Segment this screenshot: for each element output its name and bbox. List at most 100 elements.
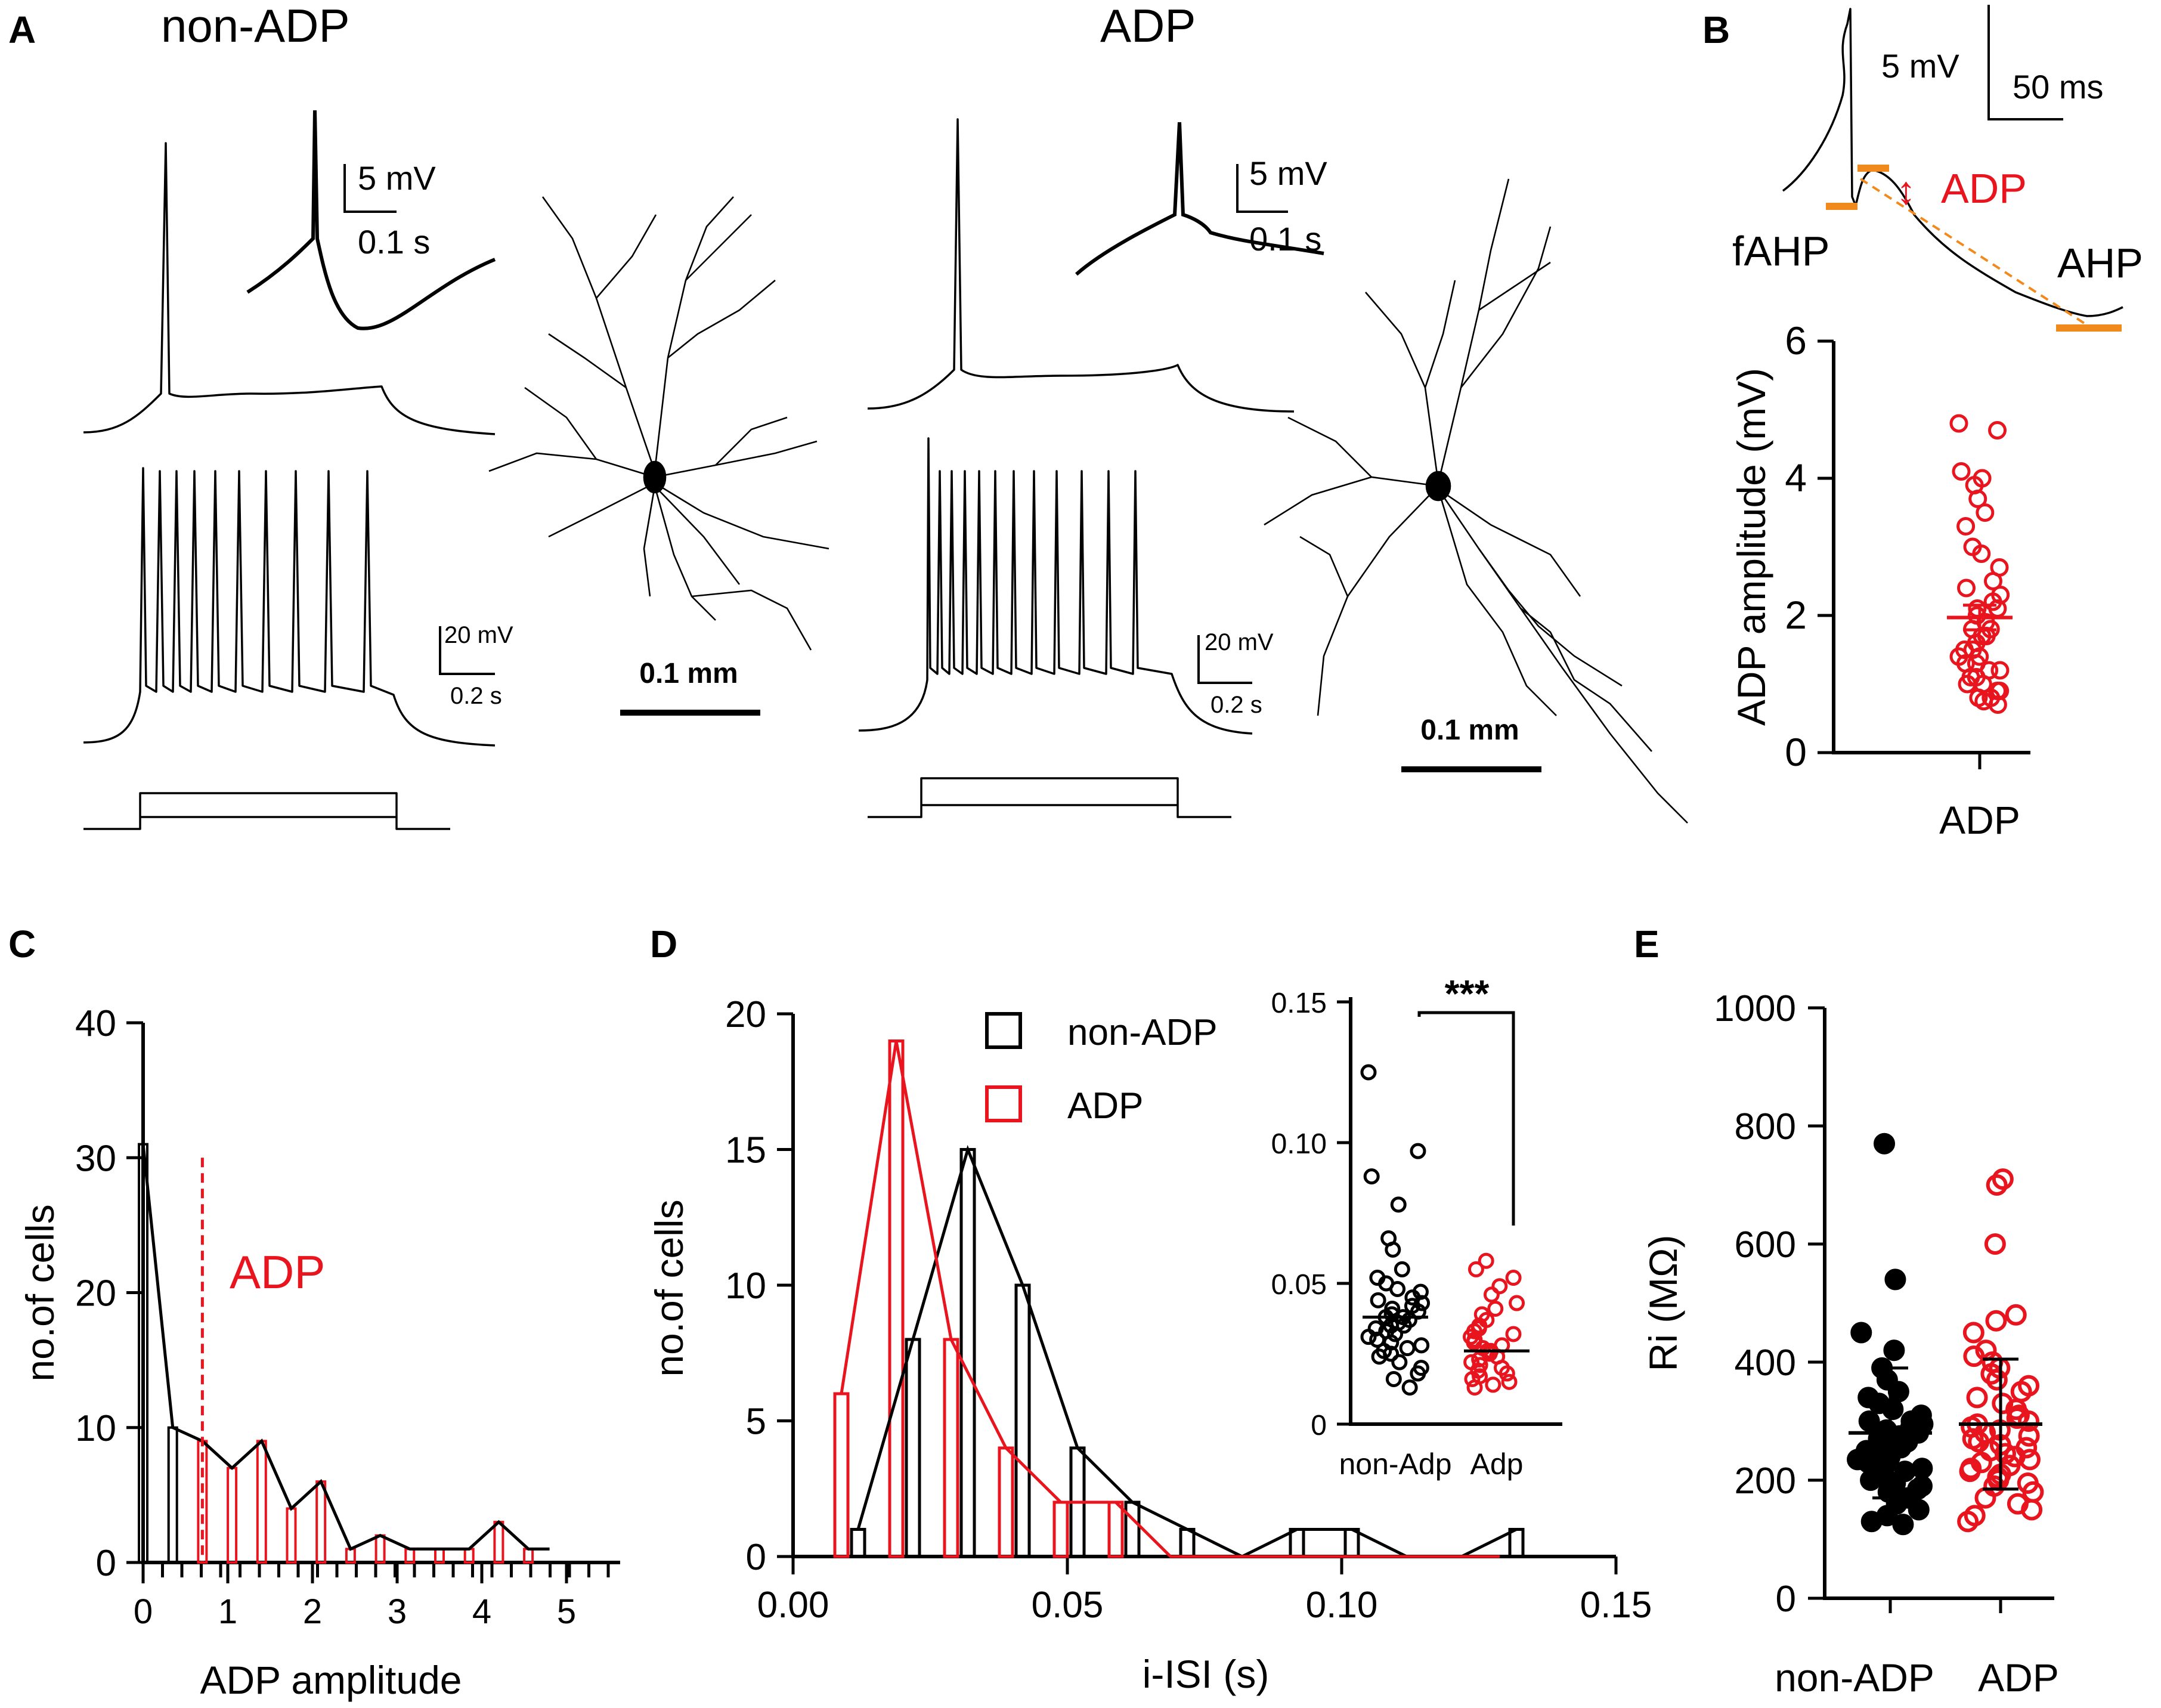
inset-point-adp (1485, 1376, 1501, 1393)
panel-e-point-adp (1966, 1387, 1988, 1409)
panel-d-bar-non-adp (1343, 1528, 1360, 1558)
panel-e-points (1847, 1133, 2044, 1536)
panel-c-x-label: ADP amplitude (200, 1658, 462, 1702)
panel-e-y-ticks: 0 200 400 600 800 1000 (1714, 988, 1825, 1620)
inset-point-non-adp (1390, 1196, 1407, 1213)
panel-d-x-tick-label: 0.15 (1580, 1585, 1652, 1626)
panel-b-points (1949, 414, 2010, 714)
panel-a-title-adp: ADP (1100, 0, 1196, 52)
inset-point-non-adp (1385, 1241, 1401, 1258)
inset-y-ticks: 0 0.05 0.10 0.15 (1271, 988, 1351, 1441)
panel-b-y-tick-label: 4 (1785, 456, 1807, 500)
inset-point-non-adp (1385, 1370, 1402, 1387)
inset-point-adp (1491, 1278, 1508, 1295)
adp-inset-trace (1075, 122, 1324, 276)
panel-e-y-tick-label: 0 (1776, 1579, 1796, 1620)
panel-d-bar-adp (1052, 1500, 1069, 1558)
legend-label-non-adp: non-ADP (1067, 1012, 1218, 1053)
panel-d-letter: D (650, 923, 677, 966)
panel-c-y-tick-label: 10 (75, 1408, 116, 1449)
panel-d-y-tick-label: 10 (725, 1265, 766, 1307)
panel-e-point-adp (1962, 1322, 1984, 1344)
inset-point-non-adp (1414, 1295, 1431, 1311)
adp-dashed-baseline (1859, 178, 2088, 326)
panel-d-y-ticks: 0 5 10 15 20 (725, 994, 793, 1578)
panel-d-y-tick-label: 0 (746, 1537, 766, 1578)
panel-e-point-non-adp (1860, 1469, 1882, 1491)
panel-e-point-adp (2021, 1499, 2043, 1521)
adp-inset-scale-mv: 5 mV (1249, 154, 1327, 192)
panel-c-y-tick-label: 30 (75, 1138, 116, 1179)
panel-e-point-non-adp (1883, 1339, 1905, 1362)
panel-d-bar-adp (833, 1392, 850, 1558)
inset-point-adp (1487, 1300, 1504, 1317)
panel-d-x-label: i-ISI (s) (1143, 1652, 1270, 1696)
panel-b-point (1990, 661, 2010, 680)
panel-b: B 5 mV 50 ms ↕ ADP fAHP AHP 0 2 4 6 ADP ADP… (1702, 5, 2143, 842)
panel-a: A non-ADP ADP 5 mV 0.1 s 20 mV 0.2 s (8, 0, 1688, 830)
adp-step-protocol (868, 777, 1231, 818)
panel-b-scale-mv: 5 mV (1881, 47, 1959, 85)
panel-e-point-non-adp (1860, 1511, 1883, 1533)
panel-c-bar (434, 1548, 445, 1564)
panel-c-adp-annotation: ADP (230, 1246, 325, 1298)
inset-point-adp (1505, 1270, 1522, 1286)
non-adp-inset-trace (246, 110, 496, 330)
inset-point-non-adp (1360, 1064, 1377, 1081)
panel-d-line-adp (840, 1041, 1500, 1558)
inset-y-tick-label: 0 (1311, 1410, 1327, 1441)
panel-d-y-tick-label: 15 (725, 1130, 766, 1171)
inset-point-adp (1505, 1326, 1522, 1342)
panel-d-legend: non-ADP ADP (985, 1012, 1218, 1127)
panel-c: C 0 10 20 30 40 0 1 2 3 4 5 ADP ADP amplitude no.… (8, 923, 620, 1702)
panel-e-point-non-adp (1884, 1268, 1906, 1291)
inset-point-non-adp (1387, 1326, 1404, 1342)
train-scalebar-lines (439, 626, 495, 675)
panel-e-point-non-adp (1874, 1133, 1895, 1155)
inset-point-non-adp (1370, 1292, 1386, 1308)
panel-d-bar-non-adp (1289, 1528, 1305, 1558)
inset-significance-bracket (1417, 1011, 1515, 1226)
panel-e-point-adp (2005, 1304, 2027, 1326)
panel-c-y-tick-label: 40 (75, 1003, 116, 1044)
panel-d-inset-chart: 0 0.05 0.10 0.15 *** non-Adp Adp (1271, 972, 1562, 1481)
inset-point-non-adp (1401, 1379, 1418, 1396)
legend-swatch-non-adp (985, 1012, 1022, 1049)
panel-d-bar-adp (1107, 1500, 1124, 1558)
inset-point-non-adp (1371, 1348, 1388, 1365)
non-adp-morph-scalebar: 0.1 mm (620, 658, 760, 716)
adp-arrow-icon: ↕ (1896, 168, 1916, 212)
panel-e-y-label: Ri (MΩ) (1641, 1235, 1685, 1372)
inset-point-non-adp (1413, 1337, 1430, 1354)
panel-e-y-tick-label: 600 (1735, 1224, 1796, 1265)
panel-e-x-category-adp: ADP (1978, 1656, 2059, 1700)
inset-y-tick-label: 0.10 (1271, 1128, 1327, 1160)
inset-scalebar-lines (343, 164, 397, 213)
inset-scale-mv: 5 mV (358, 159, 436, 197)
inset-point-non-adp (1394, 1261, 1410, 1277)
panel-c-x-tick-label: 5 (557, 1592, 576, 1631)
panel-b-letter: B (1702, 8, 1730, 51)
adp-train-scale-s: 0.2 s (1210, 692, 1262, 718)
inset-point-adp (1483, 1286, 1500, 1303)
panel-c-y-tick-label: 0 (96, 1543, 116, 1584)
adp-train-scalebar: 20 mV 0.2 s (1197, 629, 1274, 718)
inset-x-category-non-adp: non-Adp (1339, 1447, 1451, 1481)
panel-e-point-adp (2018, 1425, 2040, 1447)
panel-c-x-tick-label: 1 (218, 1592, 237, 1631)
inset-significance-stars: *** (1445, 972, 1490, 1015)
panel-e-point-adp (2006, 1407, 2028, 1429)
inset-point-adp (1499, 1365, 1515, 1382)
panel-b-point (1968, 490, 1987, 508)
panel-e-y-tick-label: 400 (1735, 1342, 1796, 1384)
panel-c-x-ticks: 0 1 2 3 4 5 (134, 1562, 610, 1631)
adp-train-scale-mv: 20 mV (1205, 629, 1274, 655)
panel-c-bar (523, 1548, 534, 1564)
train-scale-s: 0.2 s (450, 683, 502, 709)
panel-c-bar (286, 1507, 297, 1564)
panel-e-point-adp (1984, 1233, 2006, 1255)
panel-e-point-adp (1959, 1461, 1981, 1483)
panel-e-point-non-adp (1887, 1381, 1909, 1403)
inset-scale-s: 0.1 s (358, 223, 430, 261)
